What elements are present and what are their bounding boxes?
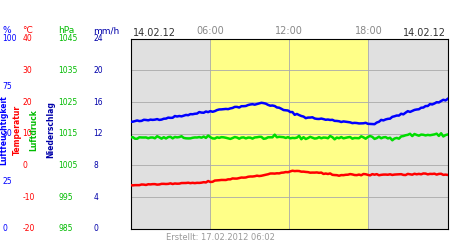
Text: 1005: 1005 — [58, 161, 78, 170]
Text: 1045: 1045 — [58, 34, 78, 43]
Text: 20: 20 — [94, 66, 103, 75]
Text: hPa: hPa — [58, 26, 75, 35]
Text: Niederschlag: Niederschlag — [46, 102, 55, 158]
Text: 995: 995 — [58, 192, 73, 202]
Text: 0: 0 — [2, 224, 7, 233]
Text: 1035: 1035 — [58, 66, 78, 75]
Text: Luftfeuchtigkeit: Luftfeuchtigkeit — [0, 95, 8, 165]
Text: 0: 0 — [94, 224, 99, 233]
Text: Temperatur: Temperatur — [13, 105, 22, 155]
Bar — [210, 39, 369, 229]
Text: 1025: 1025 — [58, 98, 78, 106]
Text: 0: 0 — [22, 161, 27, 170]
Text: 50: 50 — [2, 129, 12, 138]
Text: Luftdruck: Luftdruck — [29, 109, 38, 151]
Text: mm/h: mm/h — [94, 26, 120, 35]
Text: 25: 25 — [2, 177, 12, 186]
Text: °C: °C — [22, 26, 33, 35]
Text: 10: 10 — [22, 129, 32, 138]
Text: Erstellt: 17.02.2012 06:02: Erstellt: 17.02.2012 06:02 — [166, 234, 275, 242]
Text: 20: 20 — [22, 98, 32, 106]
Text: 75: 75 — [2, 82, 12, 91]
Text: 985: 985 — [58, 224, 73, 233]
Text: -10: -10 — [22, 192, 35, 202]
Text: -20: -20 — [22, 224, 35, 233]
Text: %: % — [2, 26, 11, 35]
Text: 14.02.12: 14.02.12 — [402, 28, 446, 38]
Text: 40: 40 — [22, 34, 32, 43]
Text: 16: 16 — [94, 98, 103, 106]
Text: 24: 24 — [94, 34, 103, 43]
Text: 12: 12 — [94, 129, 103, 138]
Text: 1015: 1015 — [58, 129, 78, 138]
Text: 30: 30 — [22, 66, 32, 75]
Text: 14.02.12: 14.02.12 — [133, 28, 176, 38]
Text: 100: 100 — [2, 34, 17, 43]
Text: 8: 8 — [94, 161, 99, 170]
Text: 4: 4 — [94, 192, 99, 202]
